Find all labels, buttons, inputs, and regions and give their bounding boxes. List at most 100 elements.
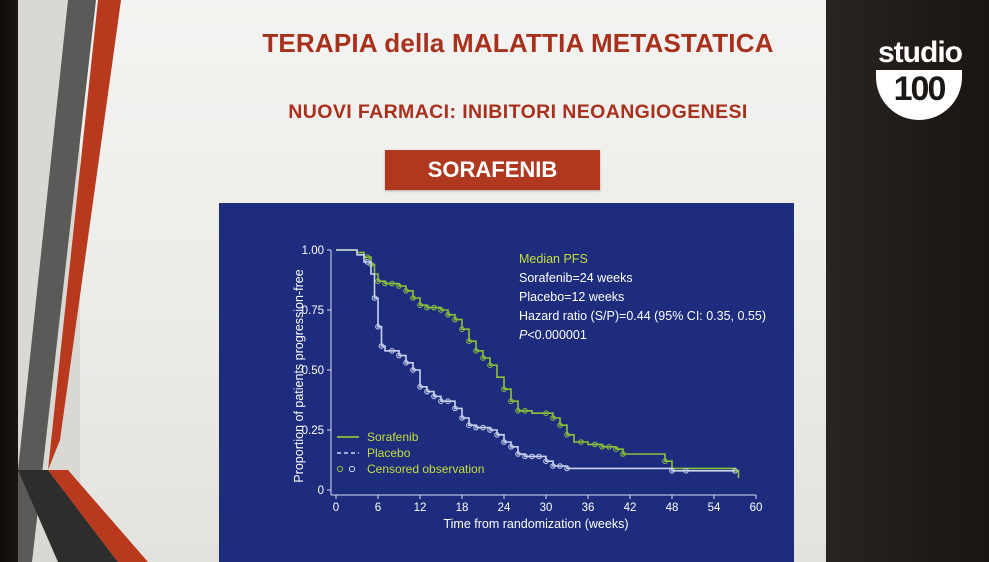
- censored-marker-placebo: [557, 463, 563, 469]
- censored-marker-placebo: [466, 422, 472, 428]
- censored-marker-placebo: [424, 388, 430, 395]
- censored-marker-placebo: [522, 453, 528, 460]
- logo-disc: 100: [876, 70, 962, 120]
- drug-banner: SORAFENIB: [385, 150, 600, 190]
- censored-marker-sorafenib: [620, 451, 626, 457]
- censored-marker-sorafenib: [389, 280, 395, 287]
- censored-marker-placebo: [364, 259, 371, 265]
- censored-marker-placebo: [371, 295, 378, 301]
- censored-marker-sorafenib: [564, 432, 570, 438]
- logo-number: 100: [893, 70, 947, 108]
- censored-marker-sorafenib: [438, 307, 444, 313]
- censored-marker-placebo: [438, 398, 444, 404]
- censored-marker-placebo: [732, 468, 738, 474]
- censored-marker-sorafenib: [382, 280, 388, 287]
- y-tick-label: 0.25: [302, 425, 324, 437]
- legend-swatch-censored-placebo: [348, 465, 356, 473]
- censored-marker-placebo: [501, 439, 507, 445]
- legend-swatch-censored-sorafenib: [336, 465, 344, 473]
- censored-marker-sorafenib: [606, 444, 612, 450]
- censored-marker-sorafenib: [445, 312, 451, 318]
- censored-marker-placebo: [487, 427, 493, 433]
- censored-marker-placebo: [480, 424, 486, 431]
- x-tick-label: 24: [498, 502, 511, 514]
- censored-marker-sorafenib: [473, 348, 479, 354]
- censored-marker-placebo: [669, 468, 675, 474]
- censored-marker-sorafenib: [501, 386, 507, 392]
- censored-marker-sorafenib: [466, 338, 472, 344]
- censored-marker-placebo: [683, 468, 689, 474]
- censored-marker-sorafenib: [662, 458, 668, 465]
- censored-marker-sorafenib: [543, 410, 549, 416]
- slide-subtitle: NUOVI FARMACI: INIBITORI NEOANGIOGENESI: [288, 101, 748, 123]
- x-tick-label: 6: [375, 502, 381, 514]
- censored-marker-sorafenib: [410, 295, 416, 301]
- censored-marker-sorafenib: [613, 446, 619, 452]
- x-tick-label: 36: [582, 502, 595, 514]
- censored-marker-sorafenib: [550, 415, 556, 421]
- censored-marker-sorafenib: [431, 304, 437, 311]
- censored-marker-placebo: [473, 424, 479, 431]
- median-pfs-heading: Median PFS: [519, 252, 588, 266]
- censored-marker-placebo: [396, 352, 402, 359]
- x-tick-label: 42: [624, 502, 637, 514]
- censored-marker-sorafenib: [375, 278, 381, 284]
- y-tick-label: 0: [318, 485, 324, 497]
- y-tick-label: 0.50: [302, 365, 324, 377]
- censored-marker-placebo: [452, 405, 458, 412]
- censored-marker-sorafenib: [396, 283, 402, 289]
- censored-marker-sorafenib: [424, 304, 430, 311]
- studio100-logo: studio 100: [872, 36, 972, 122]
- censored-marker-sorafenib: [508, 398, 514, 404]
- censored-marker-placebo: [564, 465, 570, 472]
- x-tick-label: 60: [750, 502, 763, 514]
- censored-marker-placebo: [515, 451, 521, 457]
- hazard-ratio: Hazard ratio (S/P)=0.44 (95% CI: 0.35, 0…: [519, 309, 766, 323]
- censored-marker-placebo: [417, 384, 423, 390]
- censored-marker-placebo: [508, 444, 514, 450]
- legend-label: Sorafenib: [367, 430, 419, 444]
- y-axis-title: Proportion of patients progression-free: [292, 269, 306, 482]
- censored-marker-sorafenib: [487, 362, 493, 368]
- censored-marker-placebo: [529, 453, 535, 460]
- median-pfs-sorafenib: Sorafenib=24 weeks: [519, 271, 633, 285]
- censored-marker-placebo: [543, 458, 549, 465]
- censored-marker-placebo: [431, 393, 437, 400]
- censored-marker-sorafenib: [522, 408, 528, 414]
- censored-marker-placebo: [459, 415, 465, 421]
- censored-marker-sorafenib: [592, 441, 598, 448]
- p-value-number: <0.000001: [527, 328, 587, 342]
- y-tick-label: 0.75: [302, 305, 324, 317]
- censored-marker-placebo: [494, 432, 500, 438]
- pfs-chart: 0 6 12 18 24 30 36 42 48 54 60 0 0.25 0.50 0.75 1.00 Tim…: [292, 245, 763, 531]
- logo-wordmark: studio: [878, 36, 963, 69]
- slide-title: TERAPIA della MALATTIA METASTATICA: [262, 28, 774, 58]
- x-tick-label: 12: [414, 502, 427, 514]
- median-pfs-placebo: Placebo=12 weeks: [519, 290, 625, 304]
- censored-marker-sorafenib: [480, 355, 486, 361]
- censored-marker-sorafenib: [515, 408, 521, 414]
- p-value-symbol: P: [519, 328, 528, 342]
- x-tick-label: 0: [333, 502, 339, 514]
- censored-marker-placebo: [550, 463, 556, 469]
- censored-marker-placebo: [410, 367, 416, 373]
- censored-marker-sorafenib: [599, 444, 605, 450]
- censored-marker-placebo: [536, 453, 542, 460]
- legend-label: Censored observation: [367, 462, 484, 476]
- y-tick-label: 1.00: [302, 245, 324, 257]
- x-tick-label: 48: [666, 502, 679, 514]
- censored-marker-sorafenib: [417, 302, 423, 308]
- censored-marker-placebo: [375, 324, 381, 330]
- censored-marker-sorafenib: [557, 422, 563, 428]
- x-axis-title: Time from randomization (weeks): [443, 517, 628, 531]
- censored-marker-placebo: [403, 360, 409, 366]
- censored-marker-placebo: [389, 348, 395, 354]
- censored-marker-placebo: [445, 398, 451, 404]
- censored-marker-sorafenib: [403, 288, 409, 294]
- series-line-placebo: [336, 249, 735, 472]
- p-value: P<0.000001: [519, 328, 587, 342]
- pfs-chart-panel: 0 6 12 18 24 30 36 42 48 54 60 0 0.25 0.50 0.75 1.00 Tim…: [219, 203, 794, 562]
- slide-decoration: [18, 0, 148, 562]
- x-tick-label: 30: [540, 502, 553, 514]
- censored-marker-sorafenib: [459, 326, 465, 332]
